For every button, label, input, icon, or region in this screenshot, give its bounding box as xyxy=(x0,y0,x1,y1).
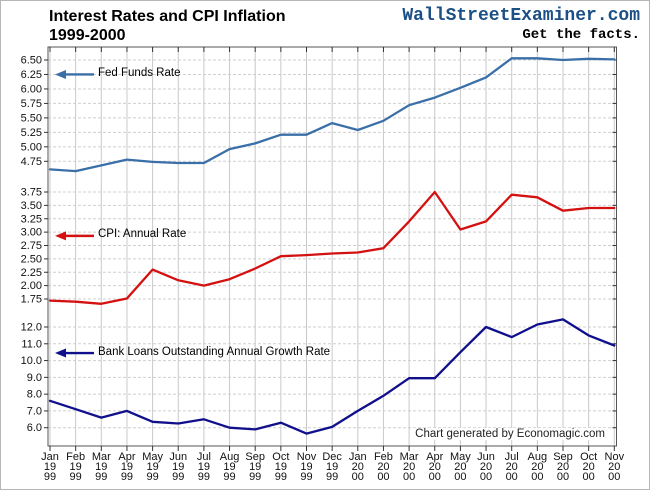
y-tick-label: 3.75 xyxy=(21,187,42,199)
y-tick-label: 2.00 xyxy=(21,280,42,292)
legend-arrow-0-icon xyxy=(55,69,94,79)
series-line-bank-loans-outstanding-annual-growth-rate xyxy=(48,318,616,435)
x-tick-label: Feb 19 99 xyxy=(66,451,85,483)
y-tick-label: 2.50 xyxy=(21,253,42,265)
x-tick-label: Mar 20 00 xyxy=(400,451,419,483)
series-line-fed-funds-rate xyxy=(48,57,616,173)
y-tick-label: 5.75 xyxy=(21,98,42,110)
x-tick-label: Feb 20 00 xyxy=(374,451,393,483)
y-tick-label: 5.50 xyxy=(21,112,42,124)
y-tick-label: 11.0 xyxy=(21,338,42,350)
y-tick-label: 5.25 xyxy=(21,127,42,139)
tick-marks xyxy=(44,47,617,451)
brand-logo-text[interactable]: WallStreetExaminer.com xyxy=(402,6,640,26)
y-tick-label: 5.00 xyxy=(21,141,42,153)
y-tick-label: 12.0 xyxy=(21,322,42,334)
legend-label-cpi-annual-rate: CPI: Annual Rate xyxy=(98,228,187,241)
y-tick-label: 8.0 xyxy=(27,389,42,401)
y-tick-label: 2.75 xyxy=(21,240,42,252)
x-tick-label: Apr 19 99 xyxy=(118,451,135,483)
x-tick-label: Jun 19 99 xyxy=(169,451,187,483)
y-tick-label: 6.0 xyxy=(27,422,42,434)
x-tick-label: Oct 19 99 xyxy=(272,451,289,483)
y-tick-label: 3.25 xyxy=(21,213,42,225)
series-line-cpi-annual-rate xyxy=(48,190,616,305)
x-tick-label: Nov 20 00 xyxy=(605,451,625,483)
y-tick-label: 10.0 xyxy=(21,355,42,367)
y-tick-label: 6.00 xyxy=(21,83,42,95)
x-tick-label: May 19 99 xyxy=(142,451,163,483)
watermark-economagic: Chart generated by Economagic.com xyxy=(413,428,607,440)
y-axis-labels: 6.50 6.25 6.00 5.75 5.50 5.25 5.00 4.75 3.753.50… xyxy=(21,55,42,435)
x-tick-label: Aug 20 00 xyxy=(528,451,548,483)
y-tick-label: 2.25 xyxy=(21,267,42,279)
vertical-gridlines xyxy=(49,47,615,446)
y-tick-label: 9.0 xyxy=(27,372,42,384)
x-tick-label: Jan 19 99 xyxy=(41,451,59,483)
y-tick-label: 3.50 xyxy=(21,200,42,212)
y-tick-label: 7.0 xyxy=(27,405,42,417)
y-tick-label: 4.75 xyxy=(21,156,42,168)
y-tick-label: 1.75 xyxy=(21,294,42,306)
x-tick-label: Jun 20 00 xyxy=(477,451,495,483)
y-tick-label: 6.25 xyxy=(21,69,42,81)
x-tick-label: Jul 20 00 xyxy=(505,451,519,483)
x-tick-label: Jul 19 99 xyxy=(197,451,211,483)
x-tick-label: May 20 00 xyxy=(450,451,471,483)
legend-label-bank-loans-growth-rate: Bank Loans Outstanding Annual Growth Rat… xyxy=(98,345,331,358)
x-tick-label: Oct 20 00 xyxy=(580,451,597,483)
x-tick-label: Aug 19 99 xyxy=(220,451,240,483)
x-tick-label: Mar 19 99 xyxy=(92,451,111,483)
legend-arrow-2-icon xyxy=(55,348,94,358)
x-tick-label: Dec 19 99 xyxy=(322,451,342,483)
brand-tagline: Get the facts. xyxy=(522,27,640,43)
x-tick-label: Nov 19 99 xyxy=(297,451,317,483)
legend-arrow-1-icon xyxy=(55,231,94,241)
x-tick-label: Apr 20 00 xyxy=(426,451,443,483)
x-tick-label: Jan 20 00 xyxy=(349,451,367,483)
y-tick-label: 3.00 xyxy=(21,227,42,239)
x-tick-label: Sep 19 99 xyxy=(245,451,265,483)
legend-label-fed-funds-rate: Fed Funds Rate xyxy=(98,66,181,79)
page-title: Interest Rates and CPI Inflation 1999-20… xyxy=(49,8,286,44)
x-axis-labels: Jan 19 99 Feb 19 99 Mar 19 99 Apr 19 99 May 19 99 Jun 19… xyxy=(41,451,624,483)
x-tick-label: Sep 20 00 xyxy=(553,451,573,483)
y-tick-label: 6.50 xyxy=(21,55,42,67)
